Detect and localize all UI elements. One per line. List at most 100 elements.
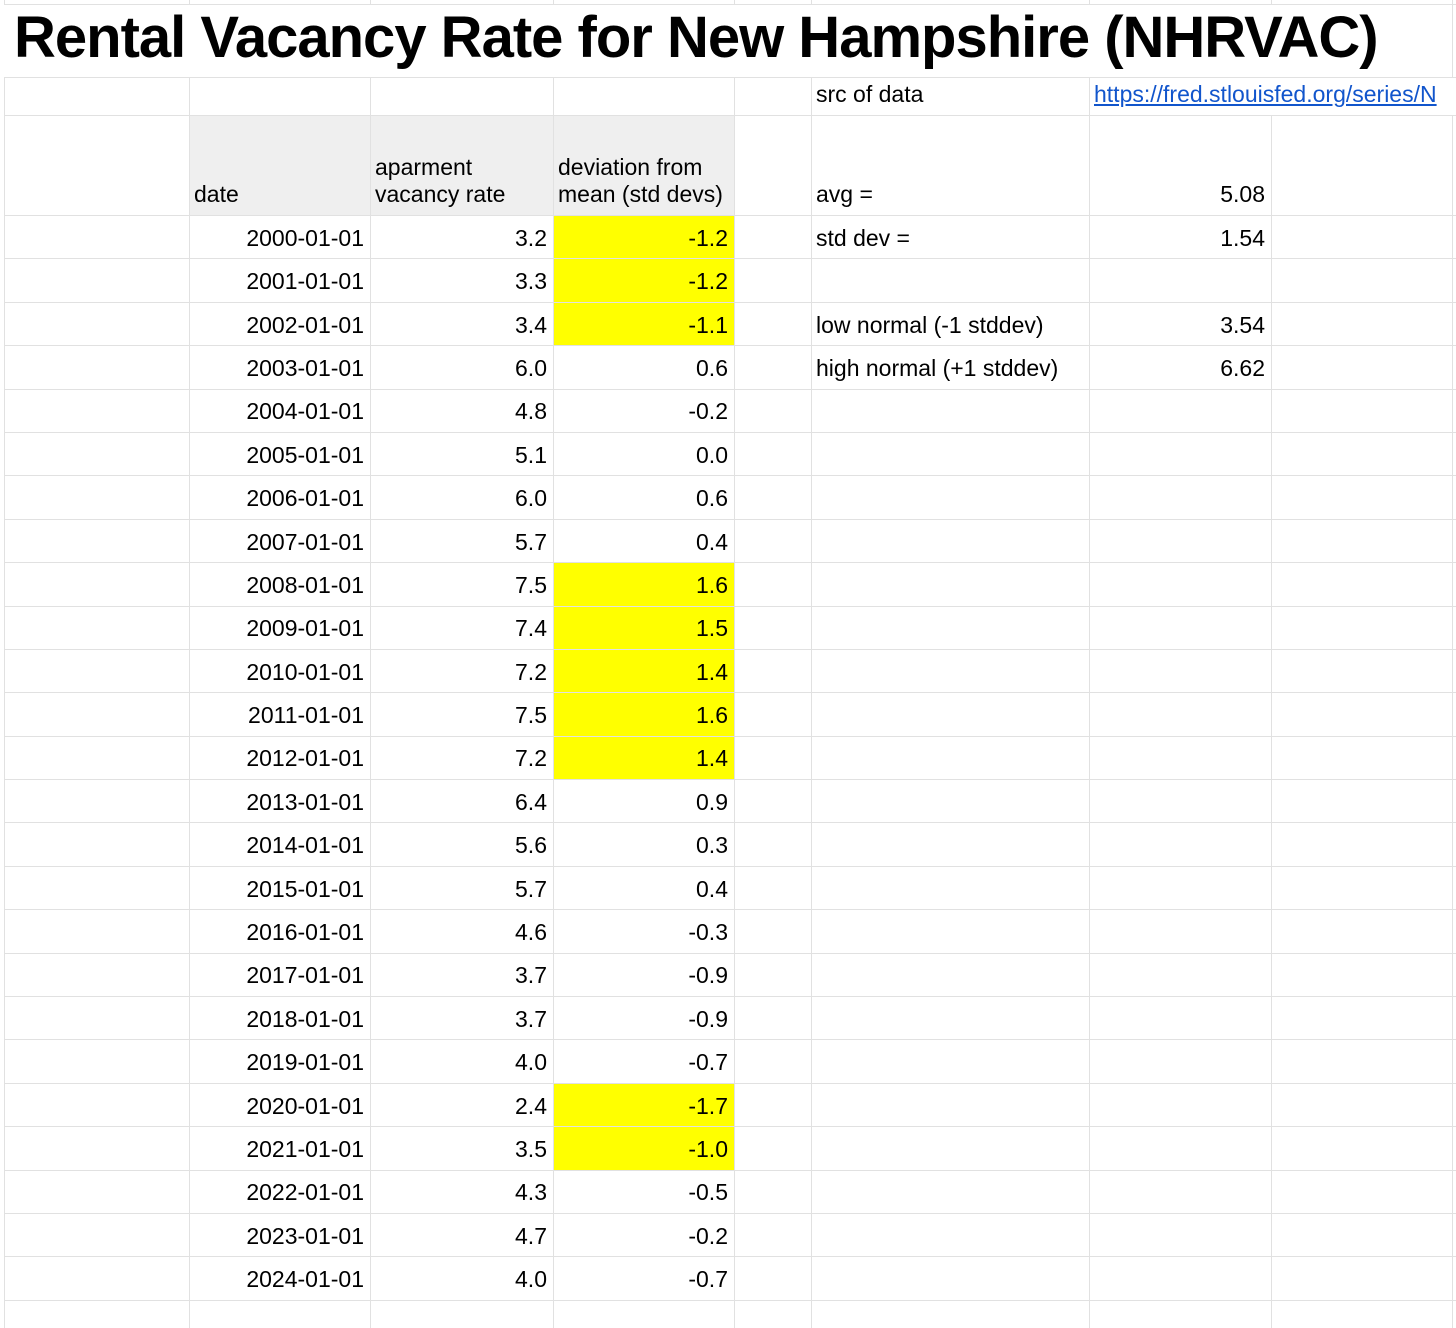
stat-value-cell[interactable] [1090,693,1272,736]
stat-label-cell[interactable] [812,519,1090,563]
vacancy-rate-cell[interactable]: 3.4 [371,302,554,346]
avg-value-cell[interactable]: 5.08 [1090,116,1272,215]
date-cell[interactable]: 2015-01-01 [190,866,371,910]
empty-cell[interactable] [1272,606,1453,649]
empty-cell[interactable] [735,1083,812,1127]
empty-cell[interactable] [4,78,190,115]
vacancy-rate-cell[interactable]: 4.6 [371,910,554,953]
stat-label-cell[interactable] [812,910,1090,953]
empty-cell[interactable] [1272,1213,1453,1257]
empty-cell[interactable] [735,693,812,736]
source-link[interactable]: https://fred.stlouisfed.org/series/N [1094,81,1437,108]
stat-value-cell[interactable] [1090,519,1272,563]
empty-cell[interactable] [735,606,812,649]
deviation-cell[interactable]: -1.0 [554,1127,735,1170]
empty-cell[interactable] [735,346,812,389]
stat-value-cell[interactable] [1090,1257,1272,1300]
stat-label-cell[interactable] [812,1040,1090,1083]
date-cell[interactable]: 2001-01-01 [190,259,371,302]
date-cell[interactable]: 2007-01-01 [190,519,371,563]
empty-cell[interactable] [1272,1257,1453,1300]
empty-cell[interactable] [1272,116,1453,215]
empty-cell[interactable] [4,389,190,432]
vacancy-rate-cell[interactable]: 6.4 [371,780,554,823]
deviation-cell[interactable]: 0.6 [554,346,735,389]
deviation-cell[interactable]: 0.0 [554,432,735,476]
vacancy-rate-cell[interactable]: 3.3 [371,259,554,302]
empty-cell[interactable] [4,997,190,1040]
deviation-cell[interactable]: -1.1 [554,302,735,346]
stat-label-cell[interactable] [812,866,1090,910]
stat-label-cell[interactable] [812,1213,1090,1257]
empty-cell[interactable] [4,302,190,346]
deviation-cell[interactable]: -0.7 [554,1257,735,1300]
empty-cell[interactable] [4,563,190,606]
deviation-cell[interactable]: 1.4 [554,649,735,693]
empty-cell[interactable] [1272,216,1453,259]
empty-cell[interactable] [812,1300,1090,1328]
empty-cell[interactable] [735,1257,812,1300]
stat-value-cell[interactable] [1090,866,1272,910]
empty-cell[interactable] [735,259,812,302]
date-cell[interactable]: 2012-01-01 [190,736,371,780]
empty-cell[interactable] [190,78,371,115]
stat-label-cell[interactable] [812,1083,1090,1127]
empty-cell[interactable] [4,519,190,563]
deviation-cell[interactable]: -0.9 [554,953,735,997]
deviation-cell[interactable]: -1.2 [554,216,735,259]
empty-cell[interactable] [1272,953,1453,997]
vacancy-rate-cell[interactable]: 7.2 [371,649,554,693]
stat-value-cell[interactable]: 1.54 [1090,216,1272,259]
date-cell[interactable]: 2010-01-01 [190,649,371,693]
date-cell[interactable]: 2003-01-01 [190,346,371,389]
empty-cell[interactable] [4,259,190,302]
date-cell[interactable]: 2023-01-01 [190,1213,371,1257]
vacancy-rate-cell[interactable]: 5.1 [371,432,554,476]
deviation-cell[interactable]: 0.4 [554,866,735,910]
date-cell[interactable]: 2011-01-01 [190,693,371,736]
stat-value-cell[interactable] [1090,476,1272,519]
deviation-cell[interactable]: -1.2 [554,259,735,302]
stat-value-cell[interactable] [1090,1170,1272,1213]
deviation-cell[interactable]: 0.4 [554,519,735,563]
date-cell[interactable]: 2019-01-01 [190,1040,371,1083]
empty-cell[interactable] [735,216,812,259]
date-cell[interactable]: 2004-01-01 [190,389,371,432]
empty-cell[interactable] [1272,693,1453,736]
empty-cell[interactable] [1272,823,1453,866]
empty-cell[interactable] [4,910,190,953]
empty-cell[interactable] [735,78,812,115]
empty-cell[interactable] [4,1213,190,1257]
deviation-cell[interactable]: -0.7 [554,1040,735,1083]
stat-label-cell[interactable] [812,1170,1090,1213]
empty-cell[interactable] [4,116,190,215]
stat-value-cell[interactable] [1090,649,1272,693]
empty-cell[interactable] [554,78,735,115]
date-cell[interactable]: 2016-01-01 [190,910,371,953]
empty-cell[interactable] [735,389,812,432]
vacancy-rate-cell[interactable]: 7.5 [371,563,554,606]
empty-cell[interactable] [1272,649,1453,693]
empty-cell[interactable] [735,1170,812,1213]
empty-cell[interactable] [1272,432,1453,476]
empty-cell[interactable] [735,780,812,823]
empty-cell[interactable] [4,823,190,866]
date-cell[interactable]: 2020-01-01 [190,1083,371,1127]
empty-cell[interactable] [4,1257,190,1300]
empty-cell[interactable] [1272,476,1453,519]
deviation-cell[interactable]: 0.9 [554,780,735,823]
stat-value-cell[interactable] [1090,780,1272,823]
stat-label-cell[interactable] [812,432,1090,476]
deviation-cell[interactable]: 1.5 [554,606,735,649]
date-cell[interactable]: 2024-01-01 [190,1257,371,1300]
empty-cell[interactable] [735,1213,812,1257]
deviation-cell[interactable]: -0.2 [554,389,735,432]
stat-label-cell[interactable] [812,736,1090,780]
stat-value-cell[interactable] [1090,910,1272,953]
empty-cell[interactable] [735,736,812,780]
stat-value-cell[interactable] [1090,1083,1272,1127]
date-cell[interactable]: 2008-01-01 [190,563,371,606]
vacancy-rate-cell[interactable]: 4.0 [371,1257,554,1300]
stat-value-cell[interactable] [1090,1040,1272,1083]
empty-cell[interactable] [1272,780,1453,823]
